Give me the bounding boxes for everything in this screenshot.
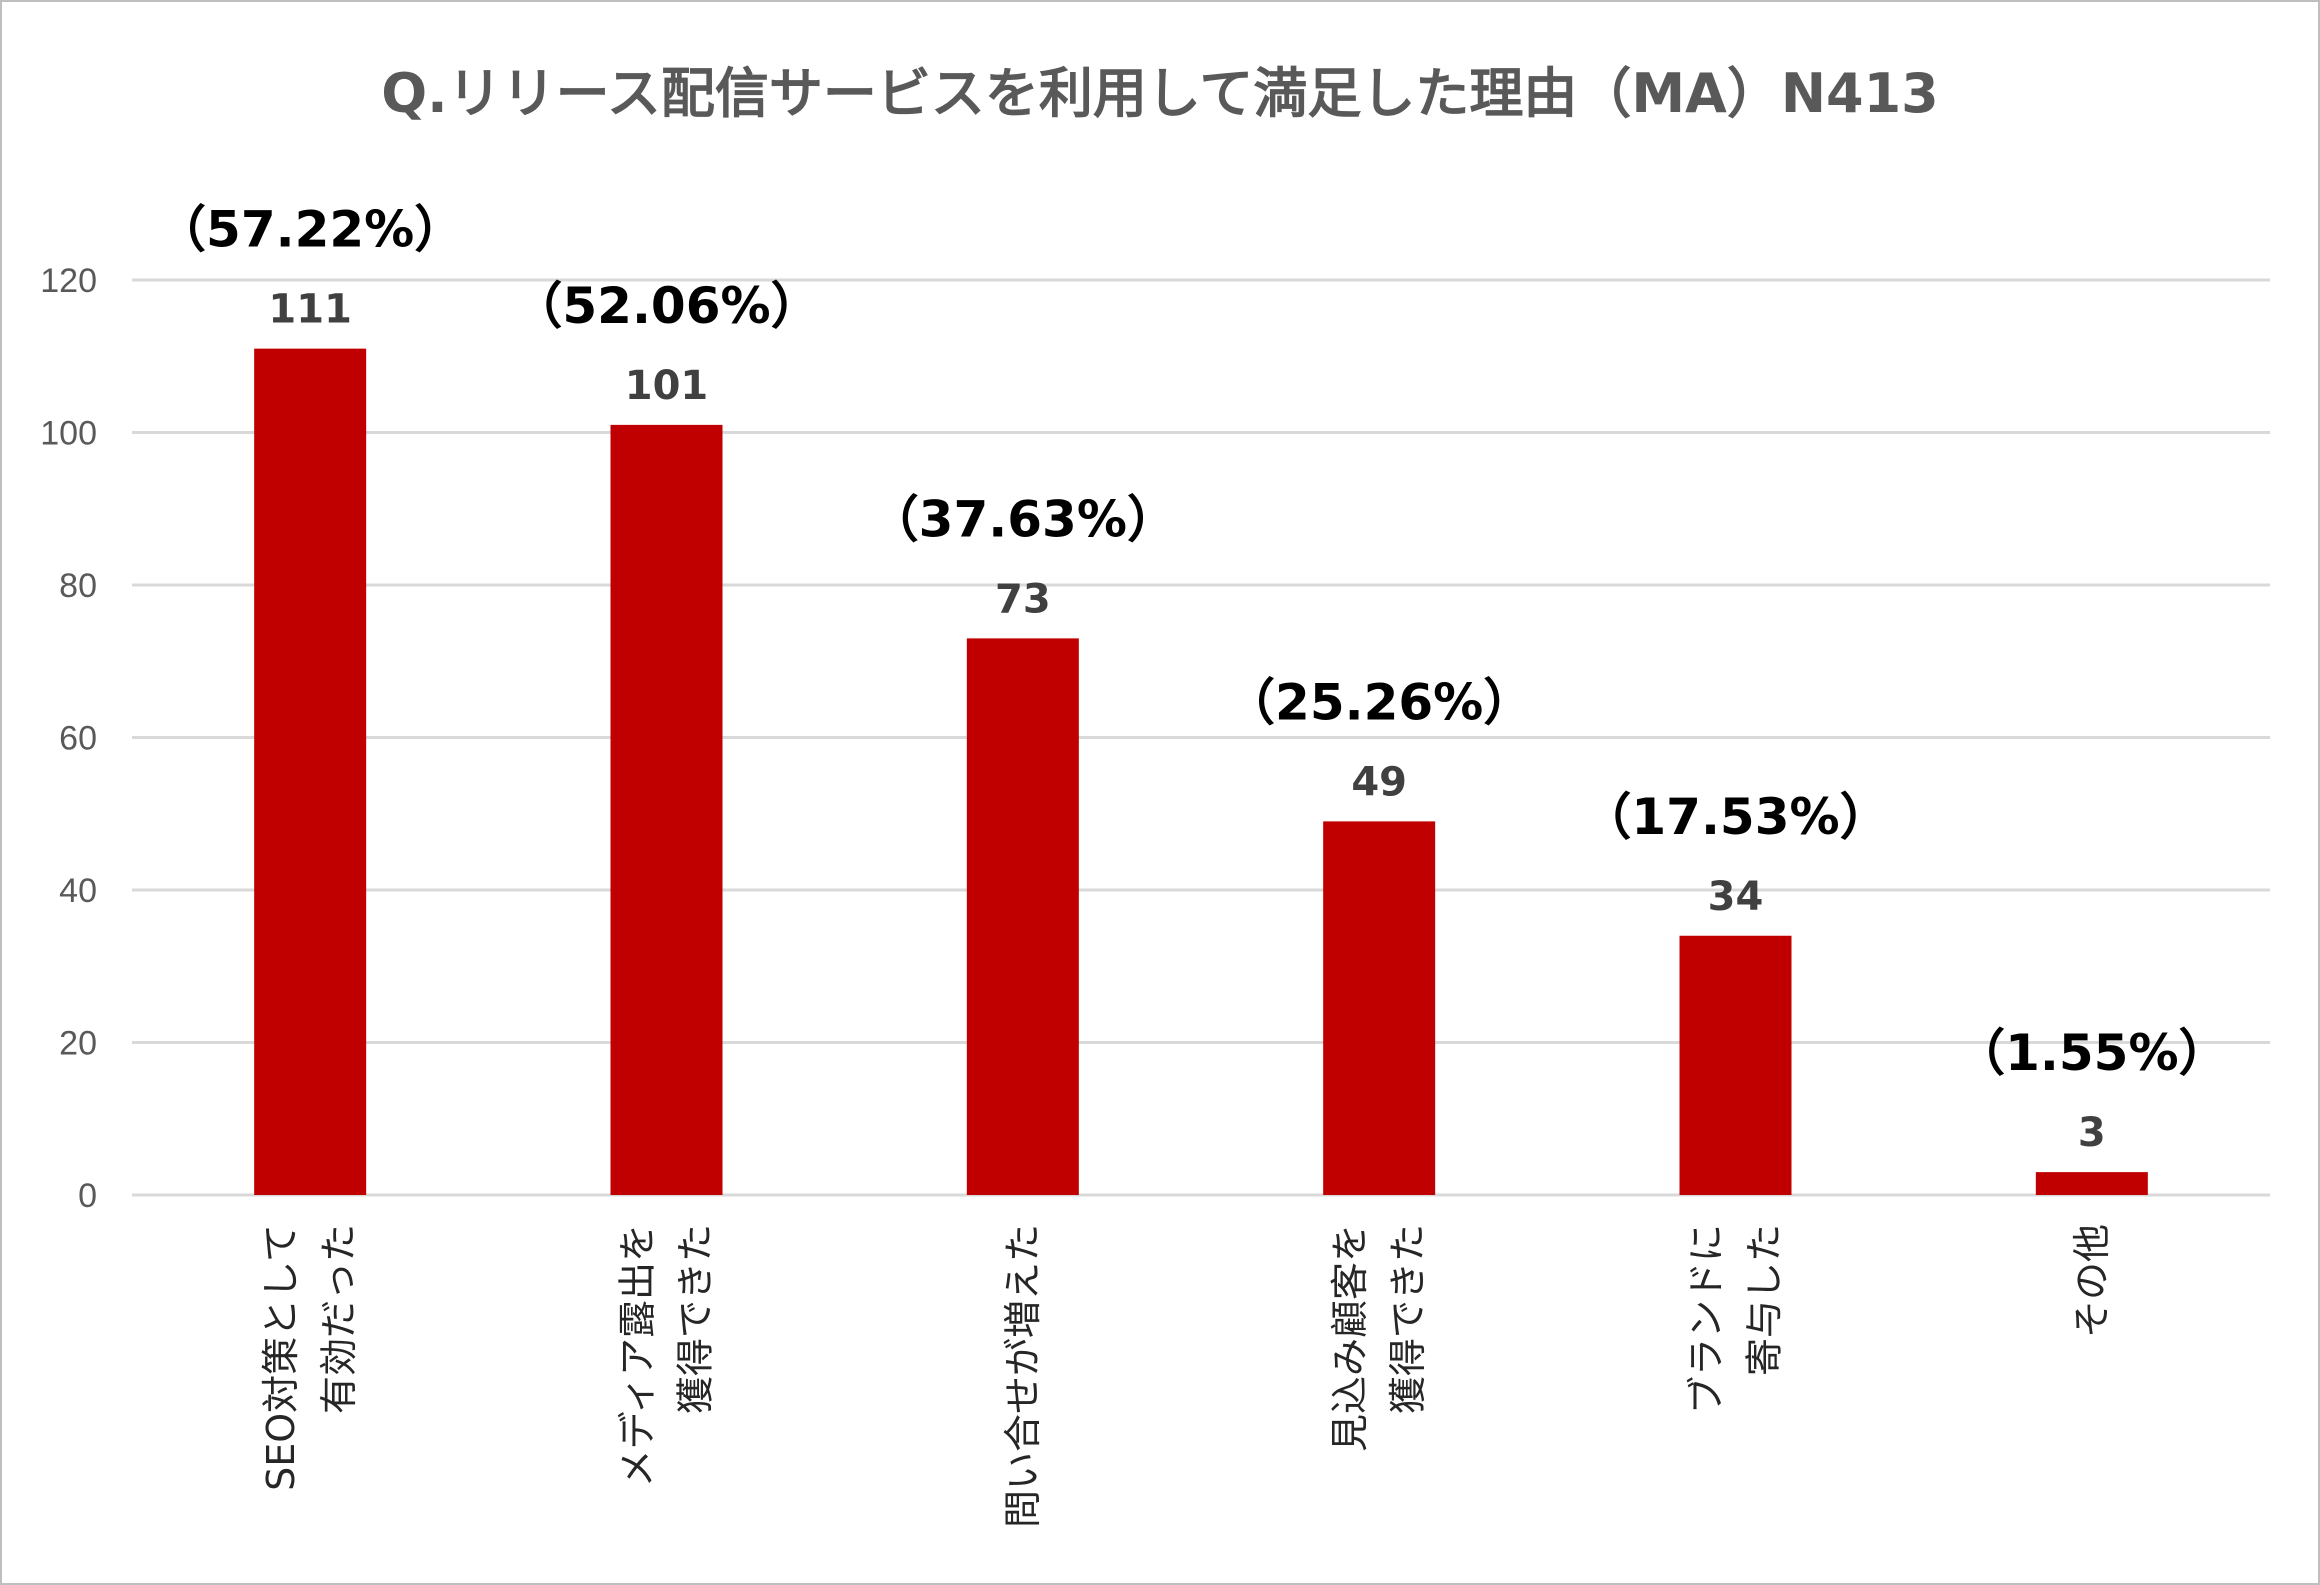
chart-title: Q.リリース配信サービスを利用して満足した理由（MA）N413 [381, 62, 1939, 125]
category-label: その他 [2070, 1224, 2114, 1338]
category-labels: SEO対策として 有効だった メディア露出を 獲得できた 問い合せが増えた 見込み顧客を獲… [259, 1224, 2114, 1528]
category-label: 有効だった [317, 1224, 361, 1414]
bar [1323, 821, 1436, 1195]
y-tick-label: 80 [59, 567, 97, 605]
category-label: メディア露出を [616, 1224, 660, 1487]
bars [254, 348, 2148, 1195]
category-label: 獲得できた [1386, 1224, 1430, 1414]
bar [2035, 1172, 2148, 1195]
category-label: SEO対策として [259, 1224, 303, 1491]
value-label: 3 [2078, 1110, 2106, 1156]
category-label: 問い合せが増えた [1001, 1224, 1045, 1528]
y-tick-label: 120 [40, 262, 97, 300]
category-label: ブランドに [1685, 1224, 1729, 1414]
category-label: 獲得できた [674, 1224, 718, 1414]
gridlines [132, 278, 2270, 1197]
percent-label: （1.55%） [1955, 1024, 2228, 1082]
bar [1679, 935, 1792, 1195]
bar [254, 348, 367, 1195]
y-tick-label: 100 [40, 415, 97, 453]
value-label: 111 [268, 287, 352, 333]
bar [610, 424, 723, 1195]
percent-label: （37.63%） [869, 490, 1177, 548]
value-label: 49 [1351, 759, 1407, 805]
y-tick-label: 20 [59, 1025, 97, 1063]
category-label: 見込み顧客を [1328, 1224, 1372, 1452]
value-label: 101 [625, 363, 709, 409]
value-label: 34 [1708, 874, 1764, 920]
category-label: 寄与した [1743, 1224, 1787, 1376]
percent-label: （17.53%） [1581, 788, 1889, 846]
y-tick-label: 0 [78, 1177, 97, 1215]
y-axis-ticks: 0 20 40 60 80 100 120 [40, 262, 97, 1215]
y-tick-label: 40 [59, 872, 97, 910]
value-label: 73 [995, 576, 1051, 622]
percent-label: （57.22%） [156, 201, 464, 259]
data-labels: 111 （57.22%） 101 （52.06%） 73 （37.63%） 49 （25.26… [156, 201, 2229, 1157]
y-tick-label: 60 [59, 720, 97, 758]
percent-label: （52.06%） [512, 277, 820, 335]
bar [966, 638, 1079, 1195]
percent-label: （25.26%） [1225, 673, 1533, 731]
